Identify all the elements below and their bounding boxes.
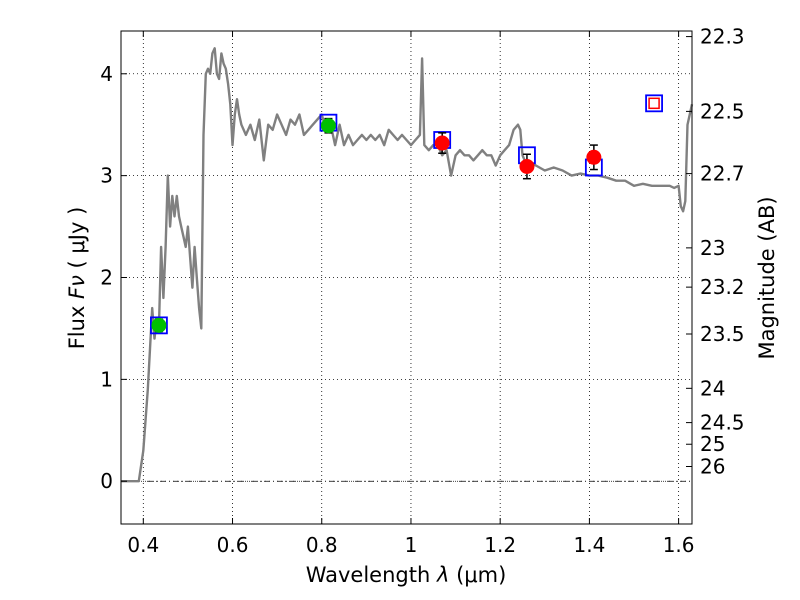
y-tick-label: 2 xyxy=(100,266,113,290)
model-flux-box xyxy=(150,316,168,335)
model-spectrum-line xyxy=(121,47,694,483)
red-data-point xyxy=(434,135,450,151)
magnitude-tick-label: 22.7 xyxy=(700,162,745,186)
x-tick-label: 0.4 xyxy=(127,533,159,557)
y-axis-label: Flux Fν ( μJy ) xyxy=(65,207,89,350)
photometry-markers xyxy=(150,94,663,335)
magnitude-tick-label: 23.2 xyxy=(700,275,745,299)
magnitude-tick-label: 26 xyxy=(700,454,725,478)
x-tick-label: 1.4 xyxy=(573,533,605,557)
magnitude-axis-label: Magnitude (AB) xyxy=(755,196,779,359)
plot-frame xyxy=(120,30,693,525)
red-data-point xyxy=(586,149,602,165)
magnitude-tick-label: 22.5 xyxy=(700,99,745,123)
magnitude-tick-label: 23 xyxy=(700,236,725,260)
magnitude-tick-label: 22.3 xyxy=(700,25,745,49)
open-box-inner xyxy=(648,97,660,110)
red-data-point xyxy=(519,158,535,174)
magnitude-tick-label: 24.5 xyxy=(700,411,745,435)
green-data-point xyxy=(320,118,336,134)
x-tick-label: 0.6 xyxy=(217,533,249,557)
magnitude-tick-label: 23.5 xyxy=(700,322,745,346)
grid-lines xyxy=(121,31,692,524)
y-tick-label: 1 xyxy=(100,367,113,391)
magnitude-tick-label: 25 xyxy=(700,432,725,456)
x-tick-label: 0.8 xyxy=(306,533,338,557)
axis-ticks: 0.4 0.6 0.8 1 1.2 1.4 1.60123422.322.522.72323… xyxy=(100,25,744,557)
y-tick-label: 0 xyxy=(100,469,113,493)
x-tick-label: 1.6 xyxy=(663,533,695,557)
green-data-point xyxy=(151,317,167,333)
magnitude-tick-label: 24 xyxy=(700,376,725,400)
x-tick-label: 1 xyxy=(405,533,418,557)
y-tick-label: 3 xyxy=(100,164,113,188)
x-axis-label: Wavelength λ (μm) xyxy=(306,563,507,587)
y-tick-label: 4 xyxy=(100,62,113,86)
x-tick-label: 1.2 xyxy=(484,533,516,557)
